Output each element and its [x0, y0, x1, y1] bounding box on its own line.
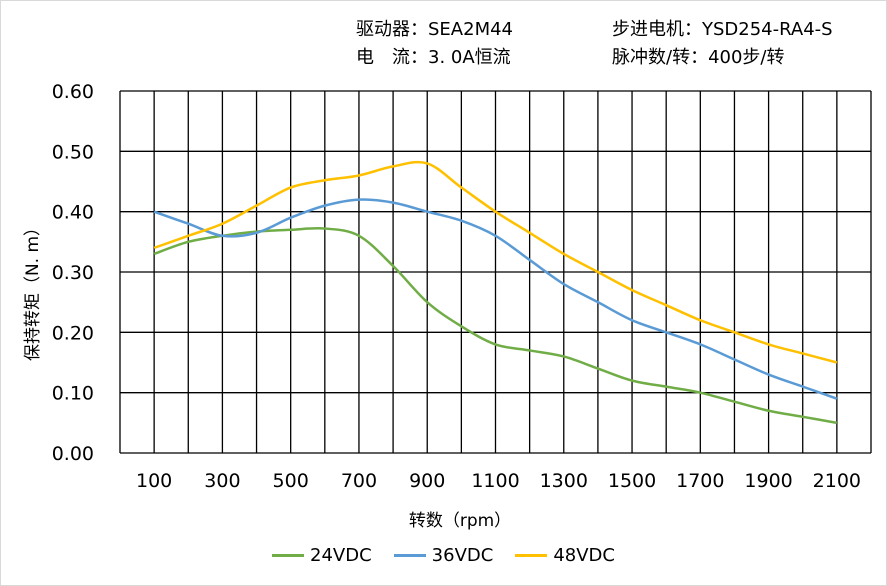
x-tick-label: 1100 [471, 470, 519, 492]
y-tick-label: 0.40 [52, 202, 94, 224]
x-tick-label: 900 [409, 470, 445, 492]
legend-item: 48VDC [515, 545, 615, 566]
x-tick-label: 700 [341, 470, 377, 492]
x-tick-label: 1700 [676, 470, 724, 492]
driver-label: 驱动器：SEA2M44 [356, 19, 513, 40]
x-tick-label: 2100 [813, 470, 861, 492]
x-tick-label: 1900 [744, 470, 792, 492]
legend-label: 36VDC [431, 545, 494, 566]
current-label: 电 流：3. 0A恒流 [356, 47, 511, 68]
motor-label: 步进电机：YSD254-RA4-S [612, 19, 833, 40]
legend-swatch [393, 554, 426, 557]
x-tick-label: 300 [204, 470, 240, 492]
series-line-36vdc [153, 198, 838, 400]
pulses-label: 脉冲数/转：400步/转 [612, 47, 785, 68]
x-tick-label: 1300 [540, 470, 588, 492]
legend-item: 24VDC [272, 545, 372, 566]
legend-swatch [272, 554, 305, 557]
x-tick-label: 500 [273, 470, 309, 492]
legend-swatch [515, 554, 548, 557]
legend-item: 36VDC [393, 545, 494, 566]
x-tick-label: 100 [136, 470, 172, 492]
x-tick-label: 1500 [608, 470, 656, 492]
y-tick-label: 0.60 [52, 81, 94, 103]
y-tick-label: 0.50 [52, 141, 94, 163]
y-axis-label: 保持转矩（N. m） [23, 219, 43, 361]
series-line-24vdc [153, 227, 838, 425]
legend-label: 24VDC [310, 545, 372, 566]
legend: 24VDC 36VDC 48VDC [0, 545, 887, 566]
y-tick-label: 0.00 [52, 443, 94, 465]
series-line-48vdc [153, 160, 838, 364]
y-tick-label: 0.10 [52, 383, 94, 405]
y-tick-label: 0.30 [52, 262, 94, 284]
legend-label: 48VDC [553, 545, 615, 566]
x-axis-label: 转数（rpm） [409, 511, 511, 531]
y-tick-label: 0.20 [52, 322, 94, 344]
